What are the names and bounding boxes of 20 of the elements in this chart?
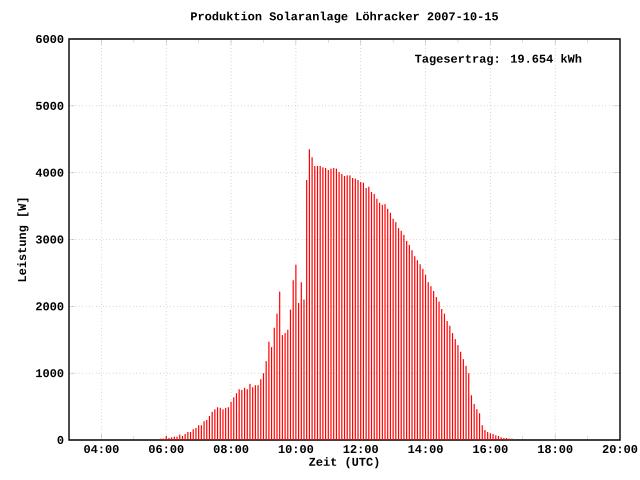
x-tick-label: 04:00	[84, 444, 119, 454]
y-tick-label: 5000	[36, 102, 64, 110]
y-axis-title: Leistung [W]	[17, 198, 29, 282]
x-tick-label: 12:00	[344, 444, 378, 454]
x-tick-label: 18:00	[538, 444, 572, 454]
y-tick-label: 2000	[36, 302, 64, 310]
y-tick-label: 3000	[36, 235, 64, 244]
y-tick-label: 1000	[36, 369, 64, 378]
x-tick-label: 08:00	[214, 444, 248, 454]
annotation: Tagesertrag: 19.654 kWh	[415, 54, 582, 66]
x-axis-title: Zeit (UTC)	[309, 457, 378, 468]
x-tick-label: 16:00	[473, 444, 508, 454]
x-tick-label: 10:00	[278, 444, 314, 454]
y-tick-label: 4000	[36, 168, 64, 177]
chart-title: Produktion Solaranlage Löhracker 2007-10-15	[191, 12, 498, 23]
y-tick-label: 0	[58, 436, 64, 444]
x-tick-label: 20:00	[602, 444, 638, 454]
x-tick-label: 14:00	[408, 444, 443, 454]
y-tick-label: 6000	[36, 34, 64, 44]
x-tick-label: 06:00	[148, 444, 184, 454]
